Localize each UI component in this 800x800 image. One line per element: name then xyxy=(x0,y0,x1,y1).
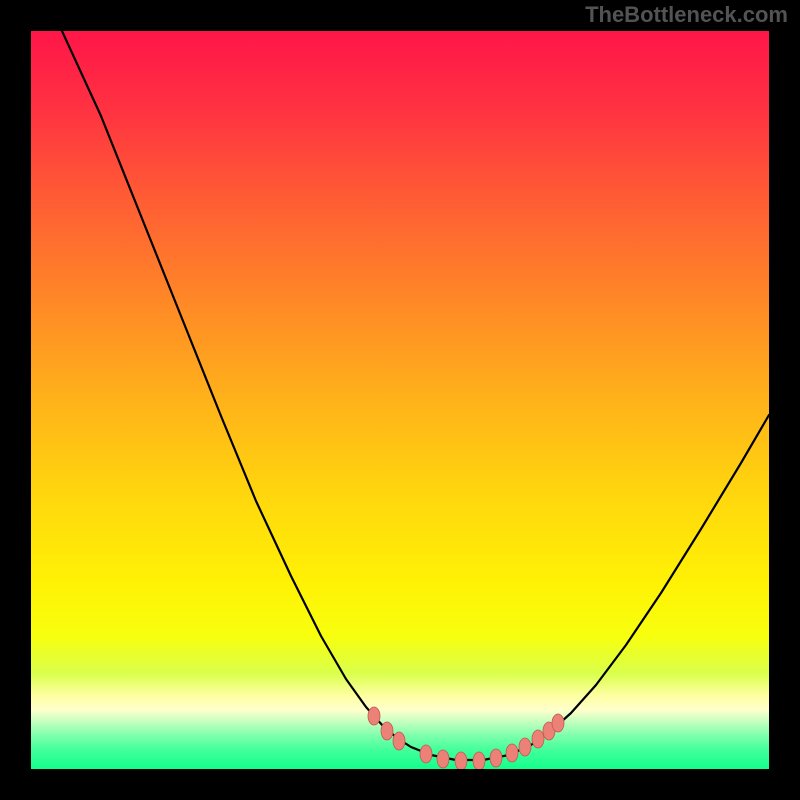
chart-frame: TheBottleneck.com xyxy=(0,0,800,800)
curve-marker xyxy=(490,749,502,767)
curve-marker xyxy=(381,722,393,740)
curve-marker xyxy=(437,750,449,768)
curve-marker xyxy=(473,752,485,769)
bottleneck-curve xyxy=(31,31,769,769)
curve-marker xyxy=(506,744,518,762)
plot-area xyxy=(31,31,769,769)
watermark-text: TheBottleneck.com xyxy=(585,2,788,28)
curve-marker xyxy=(393,732,405,750)
curve-marker xyxy=(519,738,531,756)
curve-marker xyxy=(368,707,380,725)
curve-marker xyxy=(420,745,432,763)
curve-marker xyxy=(455,752,467,769)
curve-marker xyxy=(552,714,564,732)
curve-marker xyxy=(532,730,544,748)
